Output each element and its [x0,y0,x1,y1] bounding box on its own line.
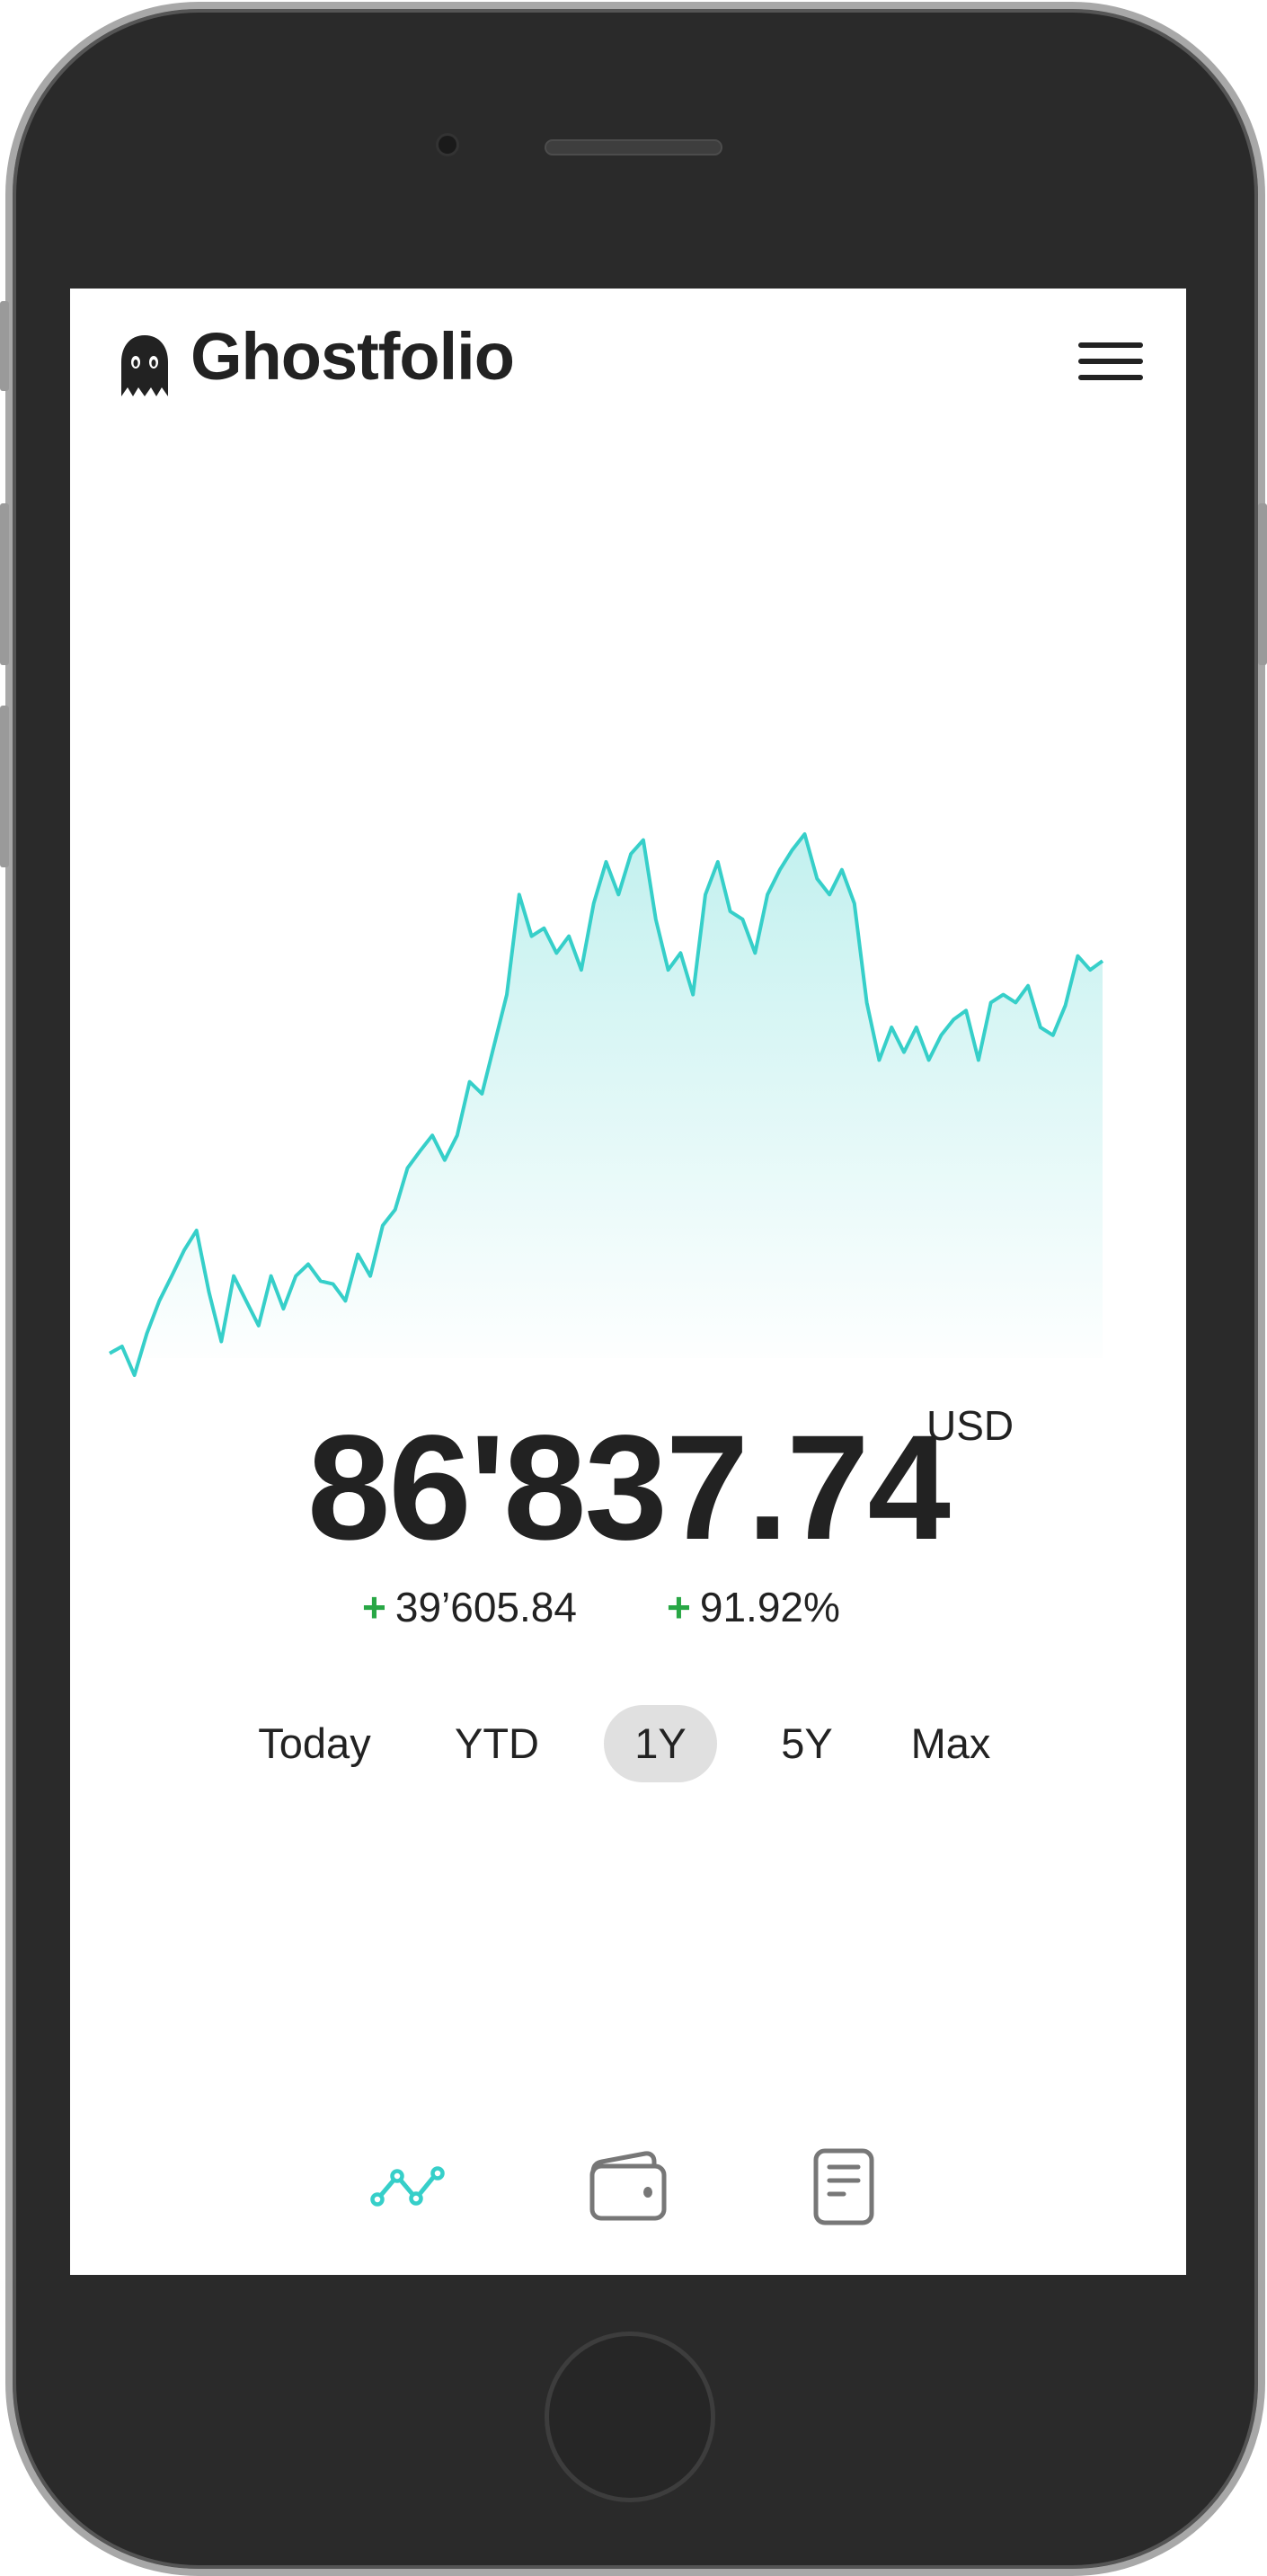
change-absolute: +39’605.84 [362,1583,577,1631]
nav-activities[interactable] [812,2147,875,2231]
change-percent: +91.92% [667,1583,840,1631]
nav-performance[interactable] [370,2162,455,2215]
plus-sign: + [667,1584,691,1630]
portfolio-value-amount: 86'837.74 [307,1405,951,1571]
earpiece-speaker [545,139,722,155]
menu-button[interactable] [1078,342,1143,387]
change-absolute-value: 39’605.84 [394,1584,577,1630]
chart-series-line [109,832,1104,1377]
range-tab-5y[interactable]: 5Y [781,1719,833,1767]
range-tab-ytd[interactable]: YTD [455,1719,539,1767]
volume-up-button [0,503,9,665]
range-tab-1y[interactable]: 1Y [604,1705,717,1782]
range-tab-max[interactable]: Max [910,1719,991,1767]
hamburger-menu-icon [1078,342,1143,348]
hamburger-menu-icon-bar [1078,375,1143,380]
document-icon [813,2148,874,2225]
power-button [1258,503,1267,665]
wallet-icon [589,2151,667,2221]
volume-down-button [0,706,9,867]
app-screen: Ghostfolio 86'837.74 USD +39’605.84 +91.… [70,289,1186,2275]
front-camera [439,136,456,154]
plus-sign: + [362,1584,386,1630]
app-title[interactable]: Ghostfolio [190,319,515,394]
home-button[interactable] [545,2332,715,2502]
hamburger-menu-icon-bar [1078,359,1143,364]
portfolio-value: 86'837.74 [70,1403,1186,1574]
change-percent-value: 91.92% [699,1584,840,1630]
nav-holdings[interactable] [588,2149,669,2227]
chart-area-fill [110,834,1103,1375]
line-chart-icon [370,2166,445,2207]
portfolio-performance-chart [109,832,1104,1377]
currency-label: USD [926,1402,1014,1449]
ghost-icon [120,335,170,401]
mute-switch [0,301,9,391]
range-tab-today[interactable]: Today [258,1719,371,1767]
